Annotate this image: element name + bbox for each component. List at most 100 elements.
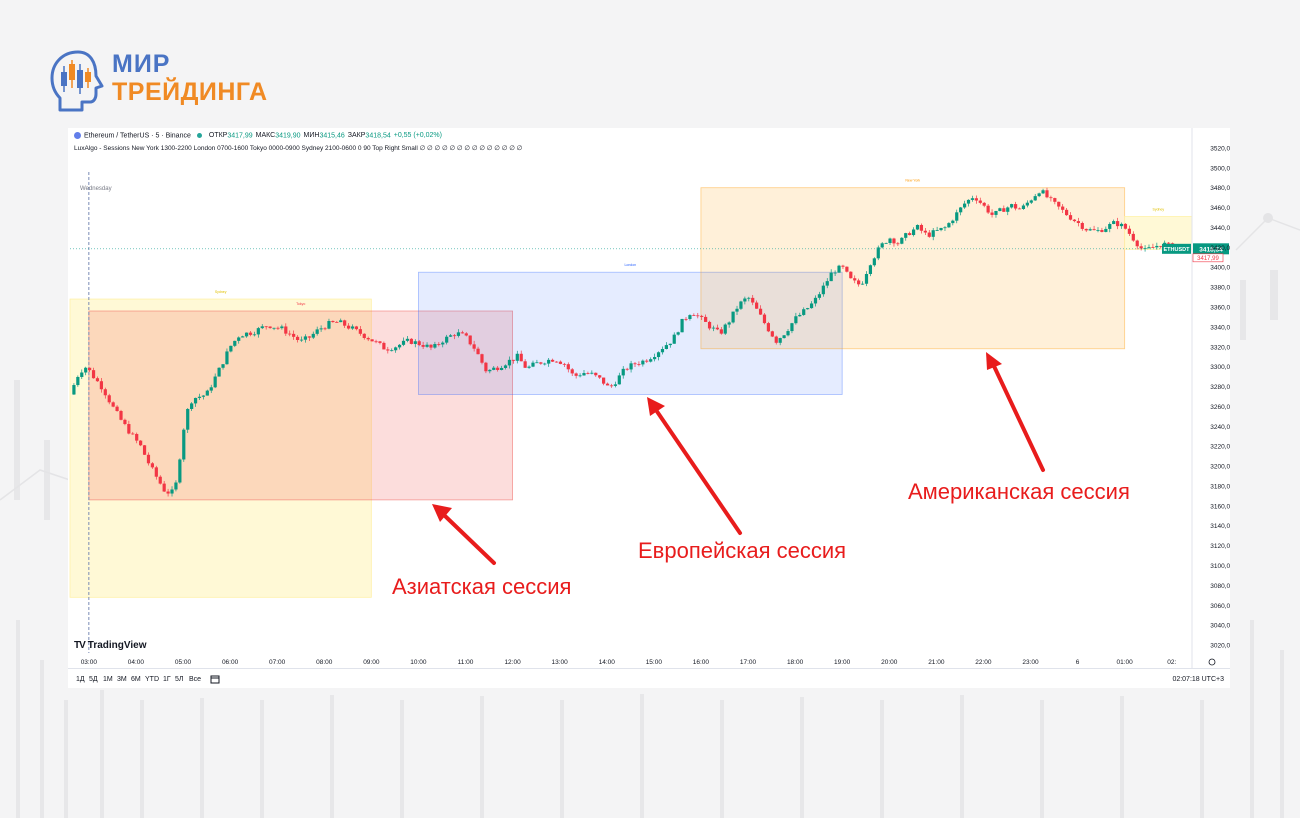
candle-body (707, 321, 712, 329)
candle-body (656, 352, 661, 358)
candle-body (272, 327, 276, 329)
candle-body (841, 265, 845, 267)
symbol-name[interactable]: Ethereum / TetherUS · 5 · Binance (84, 132, 191, 140)
candle-body (684, 318, 688, 320)
y-tick-label: 3460,00 (1210, 205, 1230, 212)
candle-body (201, 395, 206, 397)
tradingview-logo[interactable]: TV TradingView (74, 640, 147, 651)
candle-body (982, 202, 986, 206)
x-tick-label: 6 (1076, 659, 1080, 666)
candle-body (507, 359, 512, 366)
indicator-legend[interactable]: LuxAlgo - Sessions New York 1300-2200 Lo… (74, 145, 523, 152)
candle-body (91, 370, 96, 379)
y-tick-label: 3420,00 (1210, 245, 1230, 252)
timeframe-all[interactable]: Все (189, 676, 202, 683)
candle-body (1053, 198, 1057, 202)
x-tick-label: 23:00 (1022, 659, 1039, 666)
candle-body (602, 377, 606, 384)
candle-body (127, 424, 131, 434)
candle-body (1033, 196, 1037, 201)
y-tick-label: 3440,00 (1210, 225, 1230, 232)
candle-body (162, 483, 166, 492)
candle-body (421, 345, 425, 347)
candle-body (947, 223, 951, 228)
x-tick-label: 09:00 (363, 659, 380, 666)
candle-body (829, 272, 833, 282)
candle-body (806, 308, 810, 310)
candle-body (700, 315, 704, 317)
candle-body (119, 410, 123, 420)
candle-body (468, 335, 472, 345)
candle-body (484, 362, 488, 372)
clock[interactable]: 02:07:18 UTC+3 (1172, 676, 1224, 683)
candle-body (943, 227, 947, 229)
candle-body (554, 361, 559, 363)
y-tick-label: 3360,00 (1210, 305, 1230, 312)
ticker-tag (1162, 243, 1191, 254)
candle-body (182, 429, 186, 460)
x-tick-label: 21:00 (928, 659, 945, 666)
candle-body (994, 210, 998, 215)
candle-body (131, 433, 135, 435)
candle-body (884, 242, 888, 244)
candle-body (213, 376, 217, 388)
candle-body (1100, 230, 1104, 232)
candle-body (335, 322, 339, 323)
candle-body (919, 224, 924, 231)
candle-body (1041, 190, 1045, 194)
y-tick-label: 3180,00 (1210, 483, 1230, 490)
candle-body (295, 336, 300, 340)
timeframe-3m[interactable]: 3М (117, 676, 127, 683)
candle-body (609, 385, 614, 387)
candle-body (908, 233, 912, 236)
y-tick-label: 3400,00 (1210, 265, 1230, 272)
candle-body (452, 335, 457, 337)
y-tick-label: 3280,00 (1210, 384, 1230, 391)
candle-body (515, 353, 519, 361)
symbol-header: Ethereum / TetherUS · 5 · Binance ОТКР341… (74, 132, 442, 139)
candle-body (660, 348, 665, 353)
x-tick-label: 01:00 (1117, 659, 1134, 666)
candle-body (570, 369, 574, 374)
europe-session-label: Европейская сессия (638, 538, 847, 563)
candle-body (845, 266, 849, 272)
timeframe-5y[interactable]: 5Л (175, 676, 184, 683)
x-tick-label: 19:00 (834, 659, 851, 666)
candle-body (1072, 219, 1077, 222)
brand-line-2: ТРЕЙДИНГА (112, 78, 268, 106)
candle-body (1147, 247, 1151, 249)
candle-body (397, 344, 402, 348)
candle-body (503, 365, 508, 368)
timeframe-6m[interactable]: 6М (131, 676, 141, 683)
candle-body (197, 396, 202, 398)
candle-body (370, 339, 374, 342)
timeframe-5d[interactable]: 5Д (89, 676, 98, 683)
date-range-icon[interactable] (210, 674, 220, 684)
candle-body (962, 203, 967, 208)
timeframe-1m[interactable]: 1М (103, 676, 113, 683)
candle-body (680, 318, 684, 333)
candle-body (1155, 245, 1159, 248)
candle-body (719, 329, 723, 334)
candle-body (798, 314, 802, 317)
candle-body (731, 311, 735, 323)
low-label: МИН (303, 132, 320, 140)
candle-body (900, 237, 904, 244)
candle-body (1139, 246, 1143, 249)
y-tick-label: 3060,00 (1210, 603, 1230, 610)
candle-body (637, 364, 641, 365)
candle-body (229, 345, 233, 352)
candle-body (1006, 207, 1010, 212)
low-value: 3415,46 (319, 132, 345, 140)
candle-body (531, 362, 535, 367)
candle-body (955, 212, 959, 221)
america-arrow (991, 362, 1045, 472)
timeframe-1d[interactable]: 1Д (76, 676, 85, 683)
candle-body (1167, 242, 1171, 244)
timeframe-ytd[interactable]: YTD (145, 676, 159, 683)
candle-body (766, 323, 771, 332)
candle-body (817, 294, 822, 298)
x-tick-label: 22:00 (975, 659, 992, 666)
timeframe-1y[interactable]: 1Г (163, 676, 171, 683)
